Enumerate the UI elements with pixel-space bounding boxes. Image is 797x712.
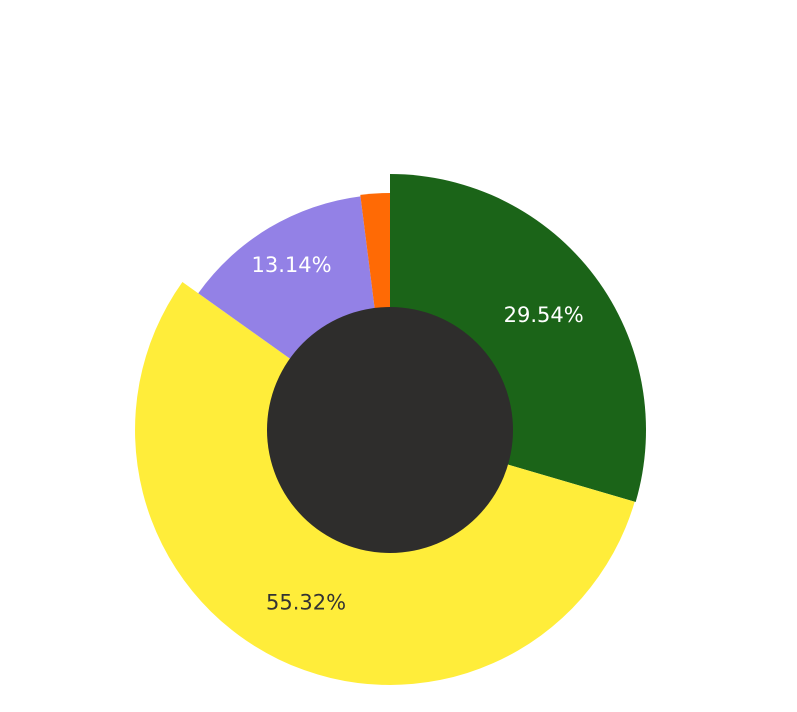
- slice-label-0: 29.54%: [504, 303, 584, 327]
- slice-label-1: 55.32%: [266, 591, 346, 615]
- slice-label-2: 13.14%: [251, 253, 331, 277]
- donut-center: [267, 307, 513, 553]
